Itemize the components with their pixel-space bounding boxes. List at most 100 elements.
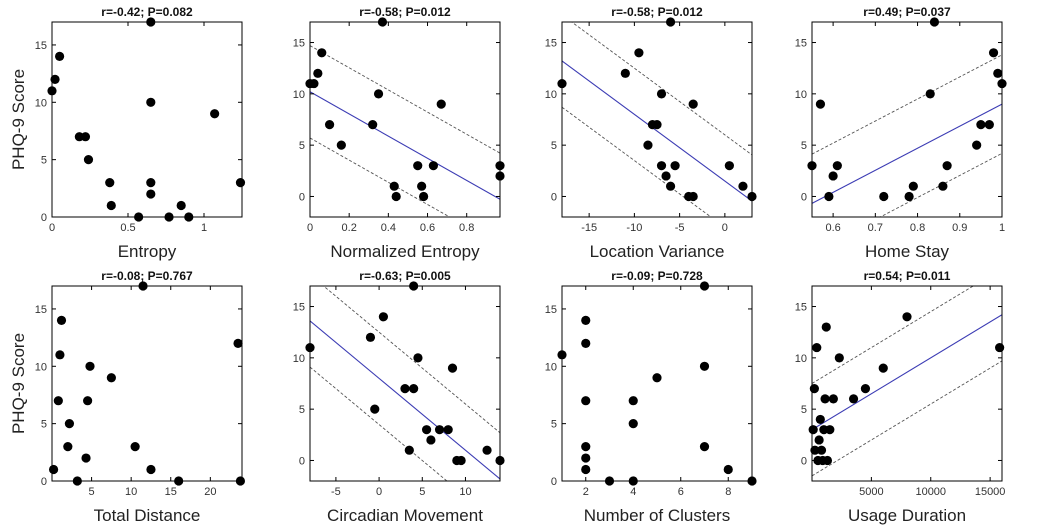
data-point bbox=[417, 181, 427, 191]
data-point bbox=[83, 155, 94, 165]
data-point bbox=[105, 177, 115, 188]
data-point bbox=[628, 476, 638, 486]
data-point bbox=[988, 48, 999, 58]
y-tick-label: 10 bbox=[545, 361, 557, 373]
plot-frame bbox=[51, 21, 243, 218]
data-point bbox=[807, 161, 817, 171]
y-tick-label: 5 bbox=[299, 404, 305, 416]
panel-title: r=-0.58; P=0.012 bbox=[611, 5, 703, 19]
y-tick-label: 10 bbox=[795, 353, 807, 365]
y-tick-label: 5 bbox=[41, 419, 47, 431]
plot-frame bbox=[309, 285, 501, 482]
data-point bbox=[368, 120, 378, 130]
data-point bbox=[820, 394, 830, 404]
x-axis-label: Circadian Movement bbox=[327, 506, 483, 525]
scatter-panel-6: r=-0.63; P=0.005 0 5 10 15 -5 0 5 10 Circadian Mo… bbox=[293, 269, 505, 525]
data-point bbox=[984, 120, 994, 130]
data-point bbox=[146, 189, 156, 199]
y-tick-label: 10 bbox=[293, 353, 305, 365]
data-point bbox=[235, 177, 246, 188]
y-axis-label: PHQ-9 Score bbox=[9, 69, 28, 170]
x-tick-label: 6 bbox=[678, 486, 684, 498]
data-point bbox=[724, 161, 734, 171]
y-tick-label: 0 bbox=[801, 455, 807, 467]
data-point bbox=[828, 171, 838, 181]
data-point bbox=[665, 181, 676, 191]
data-point bbox=[656, 161, 667, 171]
y-tick-label: 15 bbox=[545, 38, 557, 50]
data-point bbox=[130, 441, 140, 452]
data-point bbox=[50, 74, 60, 84]
upper-prediction-band bbox=[310, 45, 500, 154]
data-point bbox=[134, 212, 144, 222]
x-axis-label: Number of Clusters bbox=[584, 506, 730, 525]
data-point bbox=[56, 315, 67, 326]
data-point bbox=[456, 455, 466, 466]
data-point bbox=[80, 132, 91, 142]
y-tick-label: 15 bbox=[293, 302, 305, 314]
x-tick-label: 1 bbox=[201, 222, 207, 234]
y-tick-label: 0 bbox=[41, 476, 47, 488]
x-axis-label: Normalized Entropy bbox=[330, 242, 480, 261]
data-point bbox=[812, 342, 822, 353]
data-point bbox=[324, 120, 335, 130]
y-tick-label: 15 bbox=[293, 38, 305, 50]
data-point bbox=[688, 191, 698, 202]
y-tick-label: 15 bbox=[795, 38, 807, 50]
plot-frame bbox=[561, 285, 753, 482]
x-tick-label: 0.2 bbox=[342, 222, 357, 234]
data-point bbox=[604, 476, 615, 486]
lower-prediction-band bbox=[879, 152, 1002, 217]
regression-line bbox=[310, 320, 500, 480]
data-point bbox=[447, 363, 458, 373]
data-point bbox=[652, 120, 662, 130]
x-tick-label: 0.6 bbox=[420, 222, 435, 234]
panel-title: r=0.54; P=0.011 bbox=[864, 269, 951, 283]
scatter-panel-7: r=-0.09; P=0.728 0 5 10 15 2 4 6 8 Number of Clus… bbox=[545, 269, 757, 525]
data-point bbox=[652, 373, 662, 383]
y-tick-label: 10 bbox=[35, 97, 47, 109]
panel-title: r=0.49; P=0.037 bbox=[863, 5, 951, 19]
x-tick-label: 0 bbox=[722, 222, 728, 234]
y-tick-label: 15 bbox=[35, 40, 47, 52]
data-point bbox=[821, 322, 831, 332]
x-tick-label: 0.8 bbox=[910, 222, 925, 234]
data-point bbox=[810, 445, 820, 455]
data-point bbox=[53, 396, 63, 406]
data-point bbox=[904, 191, 914, 202]
data-point bbox=[138, 281, 148, 291]
y-tick-label: 5 bbox=[551, 419, 557, 431]
y-tick-label: 10 bbox=[545, 89, 557, 101]
regression-line bbox=[562, 60, 752, 202]
y-tick-label: 5 bbox=[41, 155, 47, 167]
data-point bbox=[64, 419, 75, 429]
scatter-panel-1: r=-0.42; P=0.082 0 5 10 15 0 0.5 1 Entropy PHQ-9 … bbox=[9, 5, 246, 261]
data-point bbox=[391, 191, 401, 202]
data-point bbox=[824, 191, 834, 202]
data-point bbox=[233, 338, 243, 348]
data-point bbox=[378, 312, 389, 322]
regression-line bbox=[812, 103, 1002, 204]
scatter-panel-3: r=-0.58; P=0.012 0 5 10 15 -15 -10 -5 0 Location … bbox=[545, 5, 757, 261]
data-point bbox=[628, 396, 638, 406]
data-point bbox=[993, 68, 1003, 78]
data-point bbox=[825, 425, 835, 435]
y-tick-label: 0 bbox=[299, 455, 305, 467]
data-point bbox=[48, 464, 59, 475]
x-tick-label: 4 bbox=[630, 486, 636, 498]
y-tick-label: 5 bbox=[801, 404, 807, 416]
y-tick-label: 5 bbox=[551, 140, 557, 152]
plot-frame bbox=[811, 285, 1003, 482]
upper-prediction-band bbox=[812, 54, 1002, 155]
data-point bbox=[400, 384, 410, 394]
data-point bbox=[436, 99, 446, 109]
scatter-panel-8: r=0.54; P=0.011 0 5 10 15 5000 10000 15000 Usage… bbox=[795, 269, 1006, 525]
data-point bbox=[828, 394, 838, 404]
data-point bbox=[146, 464, 156, 475]
data-point bbox=[305, 342, 315, 353]
data-point bbox=[55, 350, 65, 360]
data-point bbox=[235, 476, 246, 486]
data-point bbox=[832, 161, 842, 171]
data-point bbox=[834, 353, 844, 363]
